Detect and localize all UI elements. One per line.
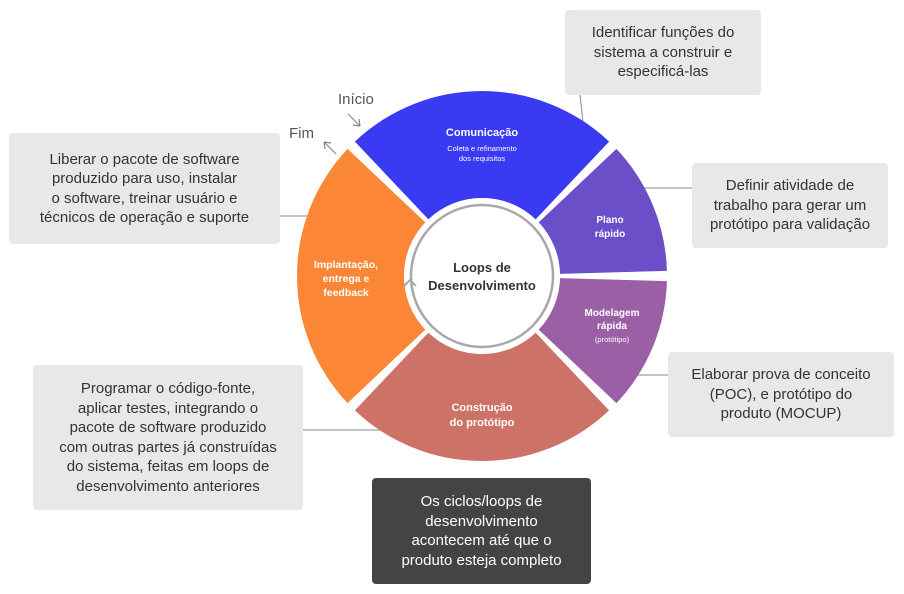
segment-plano-line2: rápido [595, 229, 626, 240]
segment-construcao-line2: do protótipo [450, 417, 515, 429]
note-construcao-text: Programar o código-fonte, aplicar testes… [59, 380, 277, 495]
note-modelagem: Elaborar prova de conceito (POC), e prot… [668, 352, 894, 437]
segment-modelagem-line1: Modelagem [584, 308, 639, 319]
summary-note: Os ciclos/loops de desenvolvimento acont… [372, 478, 591, 584]
loop-arrow-icon [403, 278, 417, 287]
segment-implantacao-line3: feedback [323, 287, 369, 299]
segment-comunicacao-title: Comunicação [446, 127, 518, 139]
summary-note-text: Os ciclos/loops de desenvolvimento acont… [401, 493, 562, 569]
center-title-line1: Loops de [453, 260, 511, 275]
segment-plano-rapido[interactable] [538, 148, 667, 274]
center-loop-ring [409, 203, 555, 349]
segment-modelagem-sub: (protótipo) [595, 335, 630, 344]
segment-implantacao[interactable] [296, 148, 426, 404]
end-label: Fim [289, 125, 314, 142]
segment-comunicacao-sub2: dos requisitos [459, 154, 506, 163]
start-arrow-icon [347, 113, 361, 127]
center-circle [404, 198, 560, 354]
segment-implantacao-line2: entrega e [323, 273, 370, 285]
note-modelagem-text: Elaborar prova de conceito (POC), e prot… [691, 366, 871, 423]
segment-modelagem-rapida[interactable] [538, 278, 667, 404]
note-implantacao-text: Liberar o pacote de software produzido p… [39, 150, 250, 227]
note-plano: Definir atividade de trabalho para gerar… [692, 163, 888, 248]
end-arrow-icon [323, 141, 337, 155]
note-comunicacao: Identificar funções do sistema a constru… [565, 10, 761, 95]
note-construcao: Programar o código-fonte, aplicar testes… [33, 365, 303, 510]
note-implantacao: Liberar o pacote de software produzido p… [9, 133, 280, 244]
segment-comunicacao[interactable] [354, 90, 610, 220]
note-comunicacao-text: Identificar funções do sistema a constru… [591, 24, 735, 81]
segment-comunicacao-sub1: Coleta e refinamento [447, 144, 517, 153]
segment-plano-line1: Plano [596, 215, 623, 226]
start-label: Início [338, 91, 374, 108]
segment-construcao-prototipo[interactable] [354, 332, 610, 461]
note-plano-text: Definir atividade de trabalho para gerar… [709, 177, 871, 234]
center-title-line2: Desenvolvimento [428, 278, 536, 293]
loop-ring [296, 90, 667, 461]
segment-modelagem-line2: rápida [597, 321, 627, 332]
segment-construcao-line1: Construção [451, 402, 512, 414]
segment-implantacao-line1: Implantação, [314, 259, 378, 271]
